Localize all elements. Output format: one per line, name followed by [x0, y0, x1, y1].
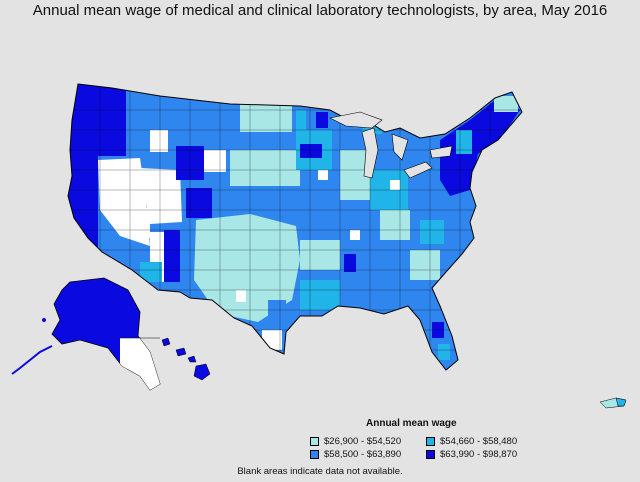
legend-item-highest: $63,990 - $98,870	[426, 449, 517, 460]
puerto-rico	[599, 397, 627, 409]
contiguous-us	[67, 83, 523, 371]
legend-title: Annual mean wage	[366, 418, 457, 429]
map-title: Annual mean wage of medical and clinical…	[32, 2, 608, 19]
legend-label-low-mid: $54,660 - $58,480	[440, 436, 518, 447]
legend-swatch-lowest	[310, 437, 319, 446]
legend-swatch-low-mid	[426, 437, 435, 446]
legend-item-high-mid: $58,500 - $63,890	[310, 449, 401, 460]
legend-label-high-mid: $58,500 - $63,890	[324, 449, 402, 460]
legend-label-lowest: $26,900 - $54,520	[324, 436, 402, 447]
legend-swatch-high-mid	[310, 450, 319, 459]
hawaii	[161, 337, 211, 381]
data-availability-note: Blank areas indicate data not available.	[237, 466, 403, 477]
legend-swatch-highest	[426, 450, 435, 459]
legend-label-highest: $63,990 - $98,870	[440, 449, 518, 460]
alaska	[11, 277, 161, 391]
legend-item-lowest: $26,900 - $54,520	[310, 436, 401, 447]
legend-item-low-mid: $54,660 - $58,480	[426, 436, 517, 447]
great-lakes	[329, 111, 453, 179]
